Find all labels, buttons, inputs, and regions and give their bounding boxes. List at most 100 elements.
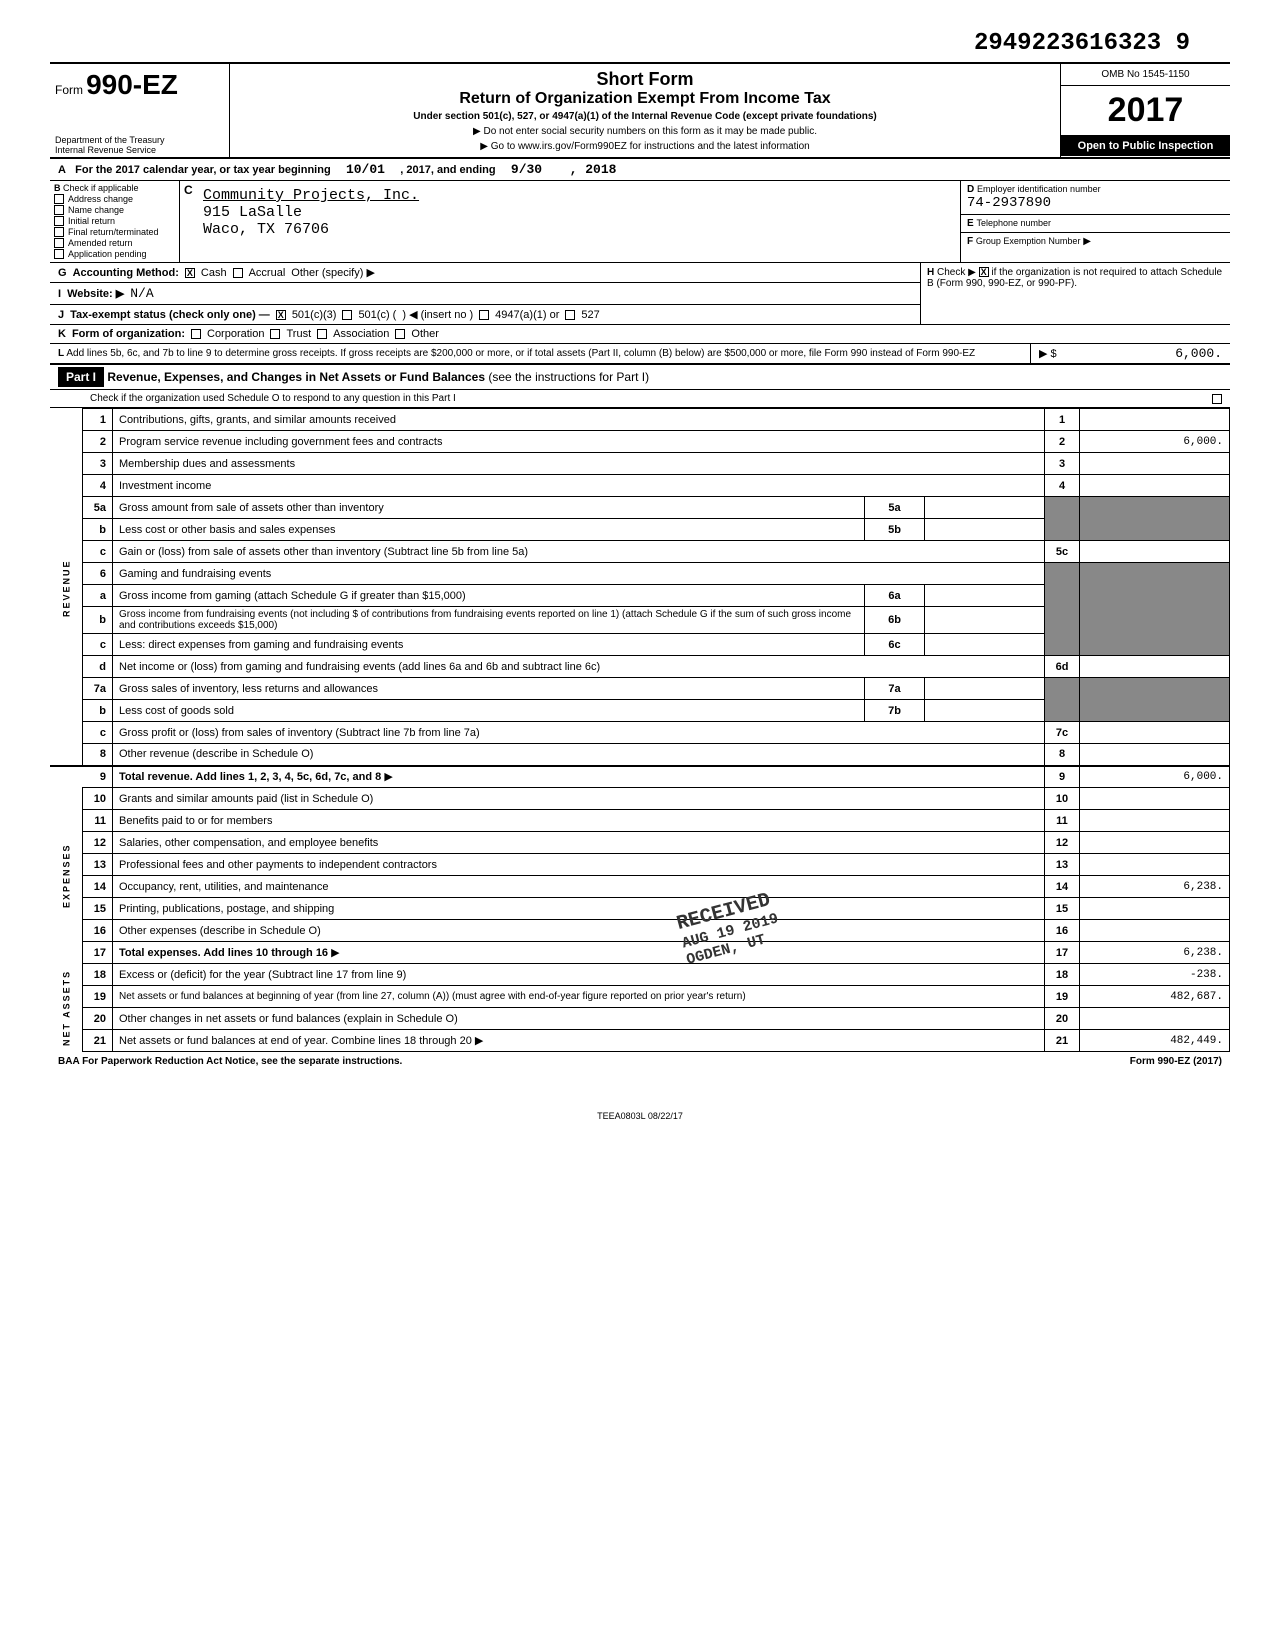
- dln-number: 2949223616323 9: [50, 30, 1230, 57]
- k-label: Form of organization:: [72, 328, 185, 340]
- website: N/A: [130, 286, 153, 301]
- l7a-box: 7a: [865, 678, 925, 700]
- g-label: Accounting Method:: [73, 267, 179, 279]
- cb-h[interactable]: X: [979, 267, 989, 277]
- cb-assoc[interactable]: [317, 329, 327, 339]
- omb-number: OMB No 1545-1150: [1061, 64, 1230, 86]
- cb-part1-scho[interactable]: [1212, 394, 1222, 404]
- l6b-box: 6b: [865, 607, 925, 634]
- l1-desc: Contributions, gifts, grants, and simila…: [113, 409, 1045, 431]
- l5b-desc: Less cost or other basis and sales expen…: [113, 519, 865, 541]
- cb-name[interactable]: [54, 205, 64, 215]
- a-begin: 10/01: [346, 162, 385, 177]
- l10-desc: Grants and similar amounts paid (list in…: [113, 788, 1045, 810]
- l19-amt: 482,687.: [1080, 986, 1230, 1008]
- l6a-box: 6a: [865, 585, 925, 607]
- l-arrow: ▶ $: [1039, 347, 1057, 360]
- l5b-box: 5b: [865, 519, 925, 541]
- l6-desc: Gaming and fundraising events: [113, 563, 1045, 585]
- lbl-pending: Application pending: [68, 249, 147, 259]
- e-label: Telephone number: [976, 218, 1051, 228]
- cb-corp[interactable]: [191, 329, 201, 339]
- cb-cash[interactable]: X: [185, 268, 195, 278]
- cb-accrual[interactable]: [233, 268, 243, 278]
- l16-desc: Other expenses (describe in Schedule O): [113, 920, 1045, 942]
- part1-num: Part I: [58, 367, 104, 387]
- cb-4947[interactable]: [479, 310, 489, 320]
- cb-address[interactable]: [54, 194, 64, 204]
- ein: 74-2937890: [967, 195, 1051, 211]
- f-label: Group Exemption Number: [976, 236, 1081, 246]
- c-label: C: [184, 183, 193, 197]
- l16-amt: [1080, 920, 1230, 942]
- lbl-501c: 501(c) (: [358, 309, 396, 321]
- cb-amended[interactable]: [54, 238, 64, 248]
- b-label: Check if applicable: [63, 183, 139, 193]
- lbl-amended: Amended return: [68, 238, 133, 248]
- a-mid: , 2017, and ending: [400, 164, 495, 176]
- lbl-cash: Cash: [201, 267, 227, 279]
- cb-501c3[interactable]: X: [276, 310, 286, 320]
- part1-title: Revenue, Expenses, and Changes in Net As…: [107, 370, 485, 384]
- l15-desc: Printing, publications, postage, and shi…: [113, 898, 1045, 920]
- l10-amt: [1080, 788, 1230, 810]
- l14-desc: Occupancy, rent, utilities, and maintena…: [113, 876, 1045, 898]
- short-form-label: Short Form: [240, 69, 1050, 90]
- lbl-4947: 4947(a)(1) or: [495, 309, 559, 321]
- cb-trust[interactable]: [270, 329, 280, 339]
- l20-desc: Other changes in net assets or fund bala…: [113, 1008, 1045, 1030]
- lbl-501c3: 501(c)(3): [292, 309, 337, 321]
- l7a-desc: Gross sales of inventory, less returns a…: [113, 678, 865, 700]
- line-a: A For the 2017 calendar year, or tax yea…: [50, 159, 1230, 181]
- form-header: Form 990-EZ Department of the Treasury I…: [50, 62, 1230, 159]
- l18-amt: -238.: [1080, 964, 1230, 986]
- cb-other[interactable]: [395, 329, 405, 339]
- cb-final[interactable]: [54, 227, 64, 237]
- teea-code: TEEA0803L 08/22/17: [50, 1111, 1230, 1121]
- cb-pending[interactable]: [54, 249, 64, 259]
- l7b-desc: Less cost of goods sold: [113, 700, 865, 722]
- i-label: Website: ▶: [67, 287, 124, 300]
- l9-desc: Total revenue. Add lines 1, 2, 3, 4, 5c,…: [119, 771, 381, 783]
- f-arrow: ▶: [1083, 236, 1091, 247]
- lbl-name: Name change: [68, 205, 124, 215]
- org-addr2: Waco, TX 76706: [203, 221, 952, 238]
- l17-amt: 6,238.: [1080, 942, 1230, 964]
- part1-see: (see the instructions for Part I): [488, 370, 649, 384]
- lbl-accrual: Accrual: [249, 267, 286, 279]
- cb-initial[interactable]: [54, 216, 64, 226]
- l11-desc: Benefits paid to or for members: [113, 810, 1045, 832]
- cb-501c[interactable]: [342, 310, 352, 320]
- cb-527[interactable]: [565, 310, 575, 320]
- tax-year: 2017: [1061, 86, 1230, 136]
- baa-notice: BAA For Paperwork Reduction Act Notice, …: [58, 1056, 402, 1067]
- note-ssn: ▶ Do not enter social security numbers o…: [240, 126, 1050, 137]
- l20-amt: [1080, 1008, 1230, 1030]
- l11-amt: [1080, 810, 1230, 832]
- side-expenses: EXPENSES: [50, 788, 83, 964]
- org-addr1: 915 LaSalle: [203, 204, 952, 221]
- l6a-desc: Gross income from gaming (attach Schedul…: [113, 585, 865, 607]
- l6c-box: 6c: [865, 634, 925, 656]
- l21-desc: Net assets or fund balances at end of ye…: [119, 1035, 472, 1047]
- l15-amt: [1080, 898, 1230, 920]
- under-section: Under section 501(c), 527, or 4947(a)(1)…: [240, 111, 1050, 122]
- lbl-trust: Trust: [286, 328, 311, 340]
- j-label: Tax-exempt status (check only one) —: [70, 309, 270, 321]
- l1-amt: [1080, 409, 1230, 431]
- l-text: Add lines 5b, 6c, and 7b to line 9 to de…: [66, 348, 975, 359]
- l18-desc: Excess or (deficit) for the year (Subtra…: [113, 964, 1045, 986]
- side-netassets: NET ASSETS: [50, 964, 83, 1052]
- h-text1: Check ▶: [937, 267, 976, 278]
- l13-desc: Professional fees and other payments to …: [113, 854, 1045, 876]
- lbl-final: Final return/terminated: [68, 227, 159, 237]
- lbl-assoc: Association: [333, 328, 389, 340]
- a-text: For the 2017 calendar year, or tax year …: [75, 164, 331, 176]
- part1-table: REVENUE 1Contributions, gifts, grants, a…: [50, 408, 1230, 1052]
- l13-amt: [1080, 854, 1230, 876]
- l17-desc: Total expenses. Add lines 10 through 16: [119, 947, 328, 959]
- lbl-527: 527: [581, 309, 599, 321]
- l7c-amt: [1080, 722, 1230, 744]
- l4-amt: [1080, 475, 1230, 497]
- form-prefix: Form: [55, 83, 83, 97]
